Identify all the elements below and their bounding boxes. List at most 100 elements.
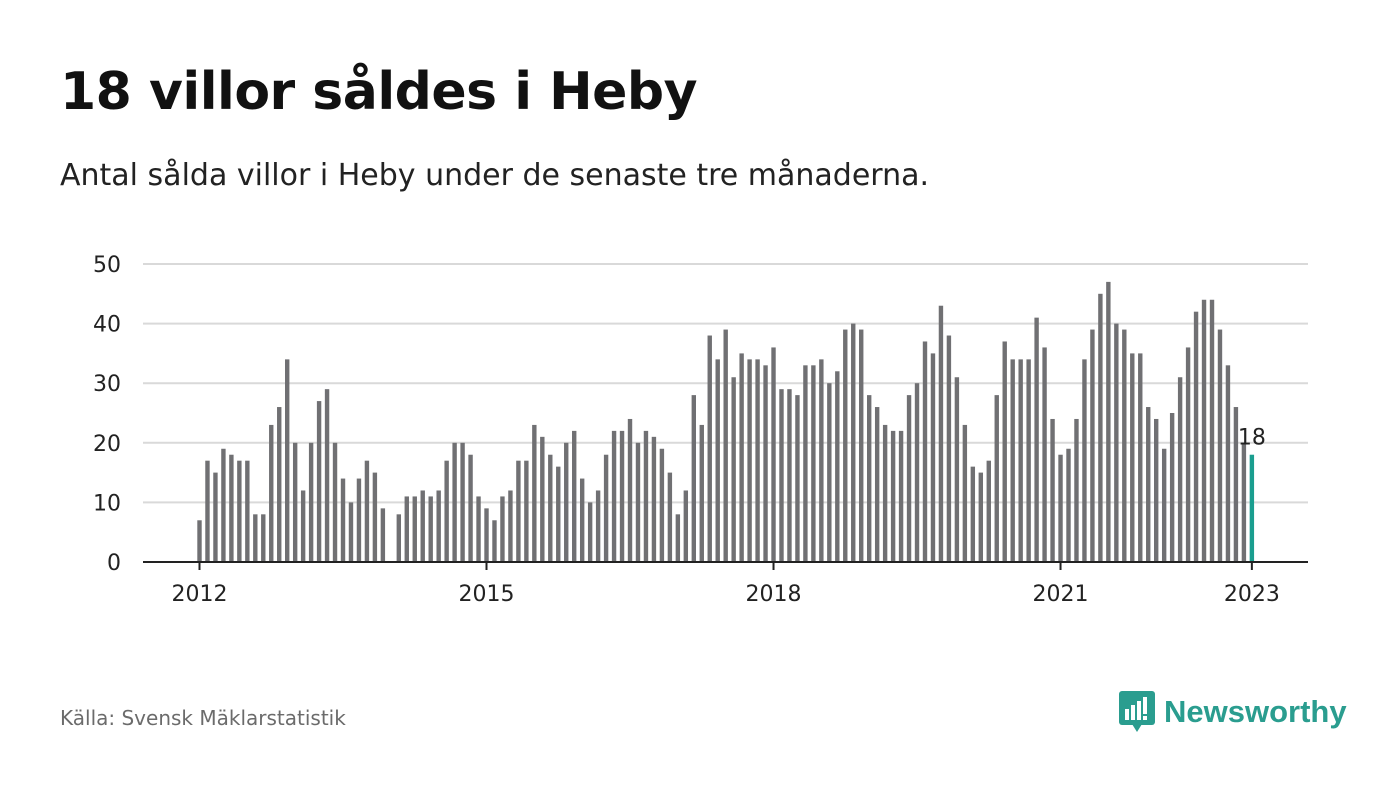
- bar: [755, 359, 760, 562]
- bar: [906, 395, 912, 562]
- y-tick-label-50: 50: [93, 253, 121, 278]
- bar: [731, 377, 736, 562]
- bar: [1114, 323, 1119, 562]
- y-tick-label-20: 20: [93, 432, 121, 457]
- bar: [1161, 448, 1167, 562]
- bar: [795, 395, 800, 562]
- bar: [1106, 281, 1111, 562]
- bar: [1058, 454, 1063, 562]
- brand-name: Newsworthy: [1164, 694, 1347, 729]
- bar: [803, 365, 808, 562]
- bar: [532, 424, 537, 562]
- bar: [324, 389, 330, 562]
- y-tick-label-40: 40: [93, 313, 121, 338]
- chart-subtitle: Antal sålda villor i Heby under de senas…: [60, 158, 930, 193]
- bar: [572, 430, 577, 562]
- bar: [835, 371, 840, 562]
- bar: [1169, 413, 1175, 562]
- bar: [587, 502, 593, 562]
- bar: [851, 323, 856, 562]
- y-tick-label-0: 0: [107, 551, 121, 576]
- bar: [994, 395, 999, 562]
- y-tick-label-10: 10: [93, 491, 121, 516]
- bar: [827, 383, 832, 562]
- bar: [579, 478, 585, 562]
- bar: [300, 490, 306, 562]
- bar: [340, 478, 346, 562]
- bar: [1209, 299, 1215, 562]
- bar: [460, 442, 465, 562]
- bar: [683, 490, 689, 562]
- bar: [380, 508, 386, 562]
- bar: [476, 496, 481, 562]
- chart-title: 18 villor såldes i Heby: [60, 62, 698, 122]
- bar: [763, 365, 768, 562]
- bar: [922, 341, 928, 562]
- bar: [874, 407, 880, 562]
- bar: [436, 490, 441, 562]
- bar: [556, 466, 561, 562]
- highlight-data-label: 18: [1238, 426, 1266, 451]
- bar: [197, 520, 202, 562]
- bar: [779, 389, 784, 562]
- x-tick-label-2023: 2023: [1224, 582, 1280, 607]
- bar: [1018, 359, 1023, 562]
- bar: [1130, 353, 1135, 562]
- bar: [635, 442, 641, 562]
- bar: [564, 442, 569, 562]
- bar: [245, 460, 250, 562]
- x-tick-label-2015: 2015: [459, 582, 515, 607]
- bar: [675, 514, 681, 562]
- x-tick-label-2021: 2021: [1033, 582, 1089, 607]
- bar: [1122, 329, 1127, 562]
- bars: [197, 281, 1255, 562]
- bar: [1146, 407, 1151, 562]
- bar: [747, 359, 752, 562]
- bar: [444, 460, 449, 562]
- bar: [205, 460, 210, 562]
- bar: [292, 442, 298, 562]
- bar: [1066, 448, 1071, 562]
- bar: [723, 329, 728, 562]
- bar: [611, 430, 617, 562]
- bar: [595, 490, 601, 562]
- bar: [819, 359, 824, 562]
- bar: [811, 365, 816, 562]
- bar: [468, 454, 473, 562]
- x-tick-label-2018: 2018: [746, 582, 802, 607]
- bar: [859, 329, 864, 562]
- bar: [619, 430, 625, 562]
- bar: [1082, 359, 1087, 562]
- bar: [882, 424, 888, 562]
- bar: [898, 430, 904, 562]
- bar-highlight: [1249, 454, 1255, 562]
- bar: [691, 395, 696, 562]
- bar: [986, 460, 991, 562]
- bar: [1201, 299, 1207, 562]
- bar: [946, 335, 952, 562]
- bar: [492, 520, 497, 562]
- bar: [1217, 329, 1223, 562]
- bar: [771, 347, 776, 562]
- bar: [938, 305, 944, 562]
- bar: [452, 442, 457, 562]
- bar: [524, 460, 529, 562]
- bar: [707, 335, 712, 562]
- x-tick-label-2012: 2012: [172, 582, 228, 607]
- bar: [914, 383, 920, 562]
- bar: [253, 514, 258, 562]
- bar: [651, 436, 657, 562]
- bar: [229, 454, 234, 562]
- bar: [412, 496, 417, 562]
- bar: [356, 478, 362, 562]
- bar: [316, 401, 322, 562]
- bar: [261, 514, 266, 562]
- bar: [970, 466, 976, 562]
- bar: [1098, 293, 1103, 562]
- bar: [428, 496, 433, 562]
- bar: [1225, 365, 1231, 562]
- bar: [1193, 311, 1199, 562]
- y-tick-label-30: 30: [93, 372, 121, 397]
- bar: [843, 329, 848, 562]
- bar: [1034, 317, 1039, 562]
